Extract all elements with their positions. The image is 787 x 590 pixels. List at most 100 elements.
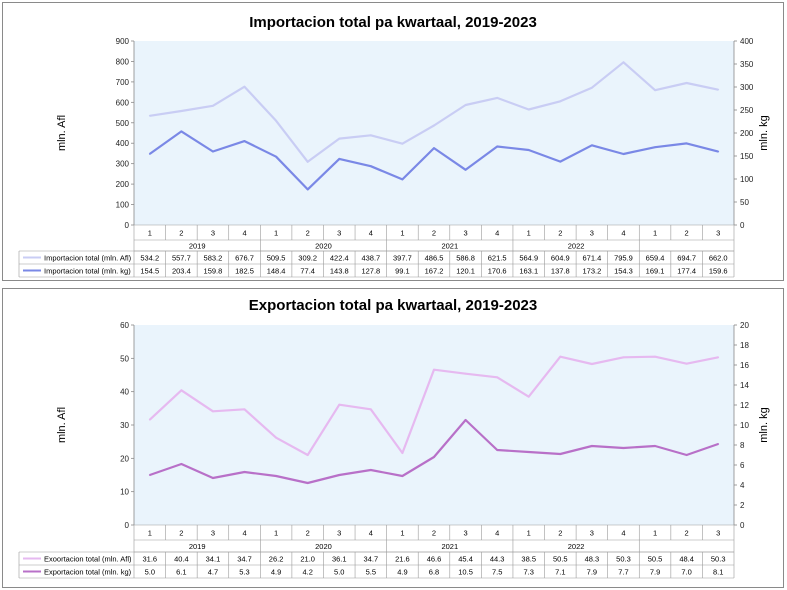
table-value: 163.1 [519,267,538,276]
table-value: 50.3 [616,555,631,564]
quarter-label: 3 [463,529,467,538]
y-tick-label: 300 [116,160,130,169]
quarter-label: 3 [590,529,594,538]
data-point [496,449,499,451]
data-point [496,376,499,379]
y-tick-label: 400 [116,139,130,148]
quarter-label: 2 [306,229,310,238]
data-point [685,454,688,456]
data-point [590,86,593,89]
data-point [717,356,720,359]
table-value: 170.6 [488,267,507,276]
y2-tick-label: 150 [740,152,754,161]
data-point [180,110,183,112]
data-point [148,114,151,117]
y2-axis-title: mln. kg [758,407,770,442]
y2-tick-label: 400 [740,37,754,46]
data-point [306,454,309,456]
table-value: 34.7 [237,555,252,564]
table-value: 120.1 [456,267,475,276]
data-point [212,477,214,479]
y-tick-label: 800 [116,57,130,66]
table-value: 34.1 [206,555,221,564]
data-point [433,147,435,149]
table-value: 5.3 [239,568,249,577]
data-point [464,372,467,375]
data-point [527,451,530,453]
y2-tick-label: 4 [740,481,745,490]
table-value: 694.7 [677,254,696,263]
legend-label: Exportacion total (mln. kg) [44,568,132,577]
table-value: 143.8 [330,267,349,276]
table-value: 4.9 [271,568,281,577]
table-value: 4.9 [397,568,407,577]
quarter-label: 2 [685,529,689,538]
data-point [559,160,562,163]
table-value: 48.4 [679,555,694,564]
quarter-label: 4 [621,529,625,538]
table-value: 7.0 [681,568,691,577]
table-value: 438.7 [361,254,380,263]
y2-tick-label: 20 [740,321,749,330]
data-point [654,355,656,358]
table-value: 5.0 [145,568,155,577]
quarter-label: 3 [211,529,215,538]
table-value: 40.4 [174,555,189,564]
table-value: 177.4 [677,267,696,276]
y-tick-label: 0 [125,221,130,230]
y2-tick-label: 300 [740,83,754,92]
quarter-label: 1 [653,529,657,538]
data-point [148,153,151,155]
quarter-label: 4 [242,529,246,538]
legend-label: Importacion total (mln. Afl) [44,254,132,263]
data-point [338,137,341,140]
data-point [306,188,309,191]
y-axis-title: mln. Afl [56,407,68,443]
table-value: 159.8 [204,267,223,276]
import-chart: Importacion total pa kwartaal, 2019-2023… [18,14,770,278]
y2-tick-label: 6 [740,461,745,470]
y-tick-label: 900 [116,37,130,46]
data-point [496,97,499,99]
table-value: 127.8 [361,267,380,276]
data-point [559,453,562,455]
data-point [590,445,593,447]
table-value: 509.5 [267,254,286,263]
quarter-label: 2 [432,529,436,538]
table-value: 397.7 [393,254,412,263]
y2-tick-label: 250 [740,106,754,115]
y-tick-label: 500 [116,119,130,128]
data-point [338,474,341,476]
quarter-label: 4 [495,229,499,238]
table-value: 662.0 [709,254,728,263]
table-value: 7.1 [555,568,565,577]
y2-tick-label: 18 [740,341,749,350]
data-point [685,362,688,365]
quarter-label: 2 [179,529,183,538]
data-point [464,104,467,106]
table-value: 31.6 [142,555,157,564]
table-value: 7.7 [618,568,628,577]
table-value: 99.1 [395,267,410,276]
table-value: 50.5 [553,555,568,564]
data-point [622,61,625,64]
data-point [338,403,341,406]
chart-title: Importacion total pa kwartaal, 2019-2023 [249,14,537,31]
data-point [180,463,183,465]
data-point [527,149,530,151]
data-point [590,363,593,365]
data-point [212,104,214,107]
quarter-label: 3 [337,229,341,238]
y-tick-label: 60 [120,321,129,330]
year-label: 2019 [189,542,206,551]
data-point [369,165,372,168]
table-value: 137.8 [551,267,570,276]
y-tick-label: 200 [116,180,130,189]
table-value: 5.0 [334,568,344,577]
quarter-label: 4 [369,529,373,538]
y2-tick-label: 14 [740,381,749,390]
quarter-label: 3 [716,529,720,538]
data-point [243,471,246,473]
table-value: 7.9 [587,568,597,577]
y-tick-label: 20 [120,454,129,463]
